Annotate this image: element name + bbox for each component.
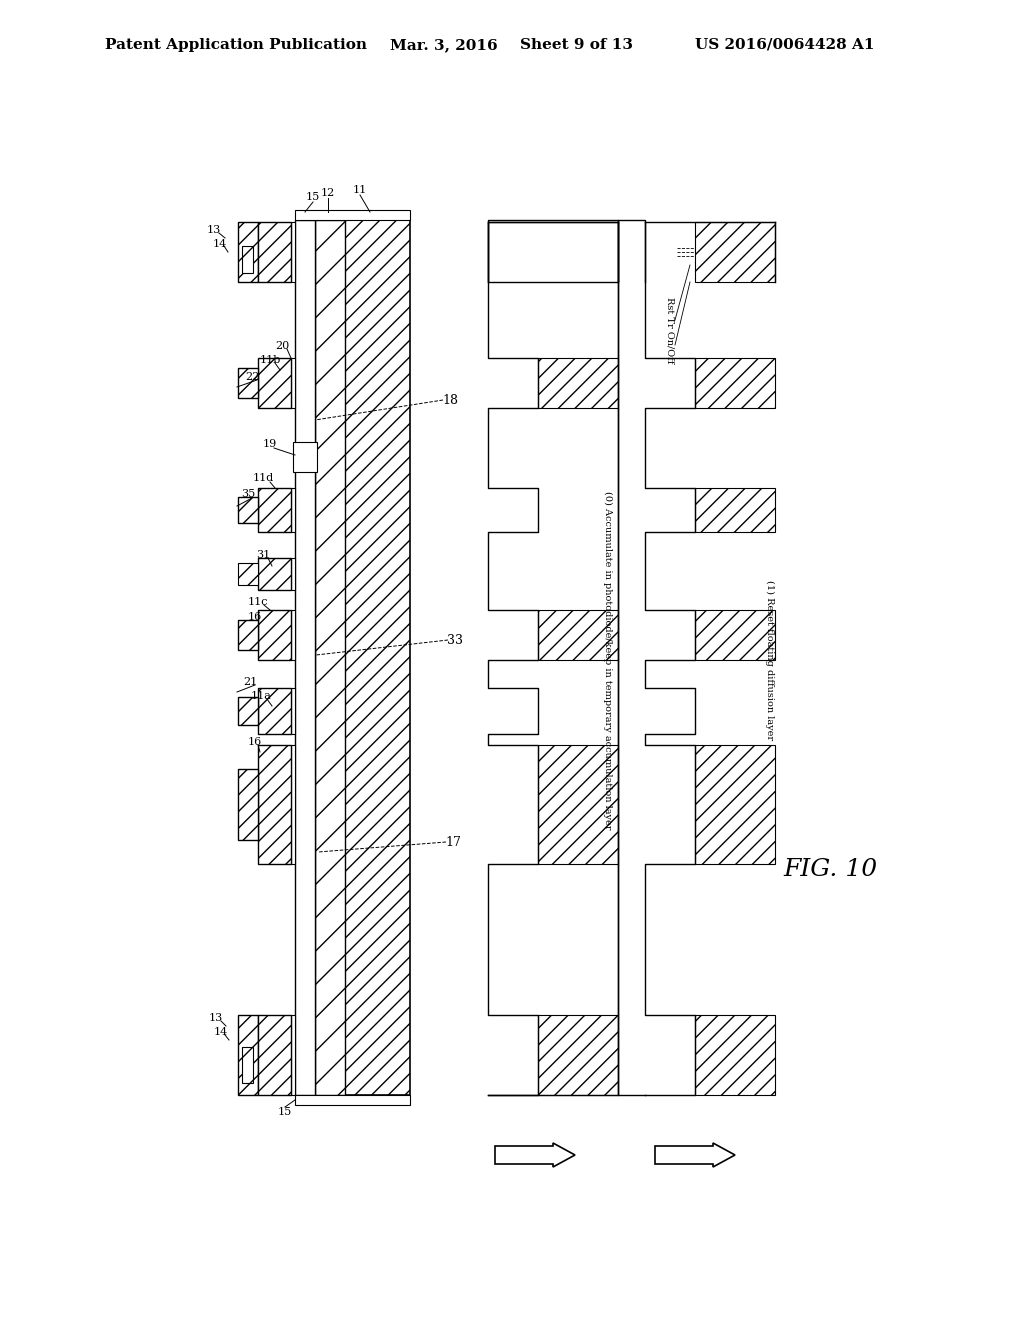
- Bar: [538, 1015, 618, 1096]
- Bar: [538, 610, 618, 660]
- Bar: [488, 222, 618, 282]
- Bar: [238, 620, 258, 649]
- Bar: [293, 442, 317, 473]
- Bar: [291, 610, 295, 660]
- Bar: [242, 246, 253, 273]
- Text: US 2016/0064428 A1: US 2016/0064428 A1: [695, 38, 874, 51]
- Bar: [258, 558, 291, 590]
- Bar: [238, 697, 258, 725]
- Bar: [695, 744, 775, 865]
- Text: 13: 13: [207, 224, 221, 235]
- Bar: [695, 222, 775, 282]
- Bar: [238, 562, 258, 585]
- Text: Sheet 9 of 13: Sheet 9 of 13: [520, 38, 633, 51]
- Bar: [238, 222, 258, 282]
- Text: Rst Tr On/Off: Rst Tr On/Off: [666, 297, 675, 363]
- Bar: [258, 488, 291, 532]
- Text: 15: 15: [306, 191, 321, 202]
- Text: 11: 11: [353, 185, 368, 195]
- Bar: [295, 220, 315, 1096]
- Bar: [695, 610, 775, 660]
- Bar: [258, 222, 291, 282]
- Bar: [291, 558, 295, 590]
- Text: 11d: 11d: [252, 473, 273, 483]
- Bar: [291, 744, 295, 865]
- Text: Patent Application Publication: Patent Application Publication: [105, 38, 367, 51]
- Bar: [291, 1015, 295, 1096]
- Bar: [258, 1015, 291, 1096]
- Text: 18: 18: [442, 393, 458, 407]
- Text: 33: 33: [447, 634, 463, 647]
- Text: (1) Reset floating diffusion layer: (1) Reset floating diffusion layer: [765, 579, 774, 741]
- Bar: [295, 210, 410, 220]
- Bar: [258, 610, 291, 660]
- Text: 14: 14: [214, 1027, 228, 1038]
- Bar: [258, 358, 291, 408]
- Text: 21: 21: [243, 677, 257, 686]
- Text: 35: 35: [241, 488, 255, 499]
- Bar: [488, 222, 618, 282]
- Bar: [238, 368, 258, 399]
- Text: 16: 16: [248, 737, 262, 747]
- Text: 14: 14: [213, 239, 227, 249]
- Bar: [695, 358, 775, 408]
- Bar: [291, 488, 295, 532]
- Text: 31: 31: [256, 550, 270, 560]
- Text: 15: 15: [278, 1107, 292, 1117]
- Bar: [315, 220, 345, 1096]
- Text: FIG. 10: FIG. 10: [783, 858, 878, 882]
- Bar: [291, 688, 295, 734]
- Text: 16: 16: [248, 612, 262, 622]
- Bar: [258, 688, 291, 734]
- Text: 13: 13: [209, 1012, 223, 1023]
- Text: 22: 22: [245, 372, 259, 381]
- Text: 20: 20: [274, 341, 289, 351]
- Bar: [295, 1096, 410, 1105]
- Bar: [242, 1047, 253, 1082]
- Bar: [538, 744, 618, 865]
- Text: 17: 17: [445, 836, 461, 849]
- Bar: [238, 496, 258, 523]
- Bar: [345, 220, 410, 1096]
- Text: 11c: 11c: [248, 597, 268, 607]
- Text: Mar. 3, 2016: Mar. 3, 2016: [390, 38, 498, 51]
- FancyArrow shape: [655, 1143, 735, 1167]
- Text: (0) Accumulate in photodiode/keep in temporary accumulation layer: (0) Accumulate in photodiode/keep in tem…: [603, 491, 612, 829]
- Bar: [291, 358, 295, 408]
- Text: 11b: 11b: [259, 355, 281, 366]
- Text: 12: 12: [321, 187, 335, 198]
- Bar: [695, 1015, 775, 1096]
- Bar: [291, 222, 295, 282]
- Bar: [238, 1015, 258, 1096]
- Bar: [258, 744, 291, 865]
- Bar: [238, 768, 258, 841]
- Bar: [695, 488, 775, 532]
- FancyArrow shape: [495, 1143, 575, 1167]
- Text: 11a: 11a: [251, 690, 271, 701]
- Bar: [538, 358, 618, 408]
- Text: 19: 19: [263, 440, 278, 449]
